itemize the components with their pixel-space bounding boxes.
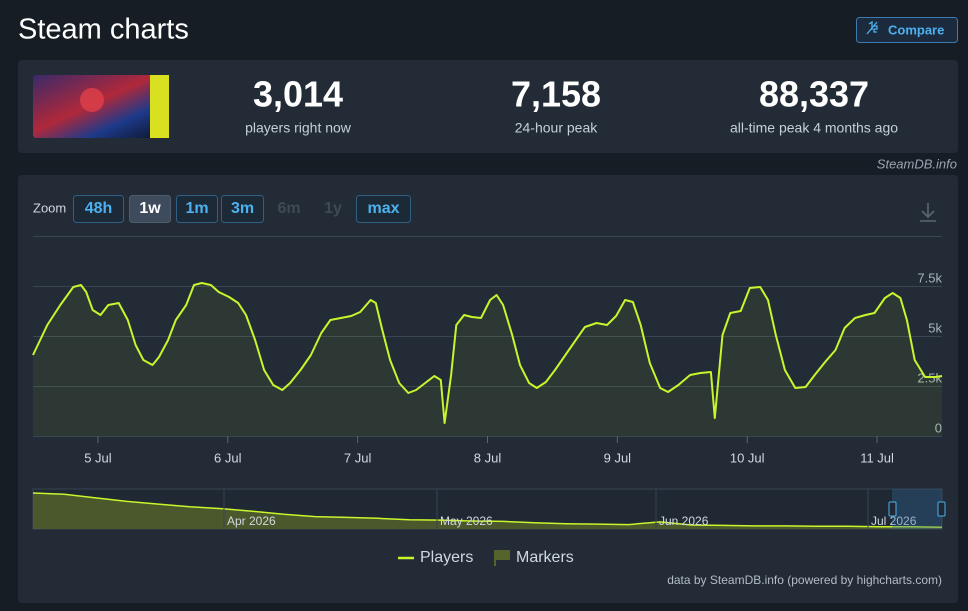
compare-button[interactable]: Compare [856, 17, 958, 43]
zoom-button-box[interactable] [73, 195, 124, 223]
x-tick-label: 8 Jul [474, 450, 502, 465]
zoom-button[interactable]: max [356, 195, 411, 223]
download-glyph[interactable] [920, 203, 936, 222]
stat-value: 7,158 [511, 74, 601, 115]
compare-icon [866, 20, 878, 35]
x-tick-label: 9 Jul [604, 450, 632, 465]
y-tick-label: 7.5k [917, 270, 942, 285]
zoom-label: Zoom [33, 200, 66, 215]
navigator-label: Apr 2026 [227, 514, 276, 528]
page-title: Steam charts [18, 14, 189, 46]
navigator-label: May 2026 [440, 514, 493, 528]
zoom-button-label[interactable]: 1m [185, 200, 208, 217]
zoom-button-box[interactable] [129, 195, 171, 223]
zoom-button-box[interactable] [356, 195, 411, 223]
stats-card [18, 60, 958, 153]
stat-value: 3,014 [253, 74, 343, 115]
x-tick-label: 11 Jul [860, 450, 894, 465]
download-icon[interactable] [920, 203, 936, 222]
navigator-handle[interactable] [888, 501, 897, 517]
series-area [33, 283, 942, 436]
navigator-handle[interactable] [937, 501, 946, 517]
zoom-button: 1y [324, 200, 342, 217]
navigator-area [33, 493, 942, 529]
zoom-button-label: 1y [324, 200, 342, 217]
credits: data by SteamDB.info (powered by highcha… [667, 573, 942, 587]
zoom-button-label: 6m [277, 200, 300, 217]
stat-label: players right now [245, 120, 352, 136]
navigator-label: Jun 2026 [659, 514, 709, 528]
x-tick-label: 6 Jul [214, 450, 242, 465]
x-tick-label: 5 Jul [84, 450, 112, 465]
thumbnail-figure [80, 88, 104, 112]
y-tick-label: 0 [935, 420, 942, 435]
legend-markers-symbol [494, 550, 510, 566]
stat-label: 24-hour peak [515, 120, 599, 136]
stat-label: all-time peak 4 months ago [730, 120, 898, 136]
navigator: Apr 2026 May 2026 Jun 2026 Jul 2026 [32, 488, 946, 530]
zoom-button-label[interactable]: 48h [85, 200, 113, 217]
navigator-label: Jul 2026 [871, 514, 917, 528]
navigator-window[interactable] [892, 489, 942, 529]
legend: Players Markers [398, 549, 574, 566]
zoom-button-label[interactable]: 3m [231, 200, 254, 217]
zoom-button-box[interactable] [221, 195, 264, 223]
zoom-button[interactable]: 48h [73, 195, 124, 223]
navigator-line [32, 492, 943, 528]
thumbnail-band [150, 75, 169, 138]
zoom-button-label[interactable]: max [367, 200, 399, 217]
compare-label[interactable]: Compare [888, 22, 944, 37]
zoom-button[interactable]: 3m [221, 195, 264, 223]
y-tick-label: 5k [928, 320, 942, 335]
zoom-button-label[interactable]: 1w [139, 200, 161, 217]
legend-players[interactable]: Players [420, 549, 473, 566]
game-thumbnail [33, 75, 169, 138]
compare-box[interactable] [856, 17, 958, 43]
stat-value: 88,337 [759, 74, 869, 115]
x-tick-label: 7 Jul [344, 450, 372, 465]
source-label: SteamDB.info [877, 156, 957, 171]
legend-markers[interactable]: Markers [516, 549, 574, 566]
zoom-button[interactable]: 1w [129, 195, 171, 223]
x-tick-label: 10 Jul [730, 450, 765, 465]
zoom-button[interactable]: 1m [176, 195, 218, 223]
zoom-button: 6m [277, 200, 300, 217]
zoom-button-box[interactable] [176, 195, 218, 223]
stats: 3,014 players right now 7,158 24-hour peak 8… [245, 74, 898, 136]
series-line [32, 282, 943, 424]
